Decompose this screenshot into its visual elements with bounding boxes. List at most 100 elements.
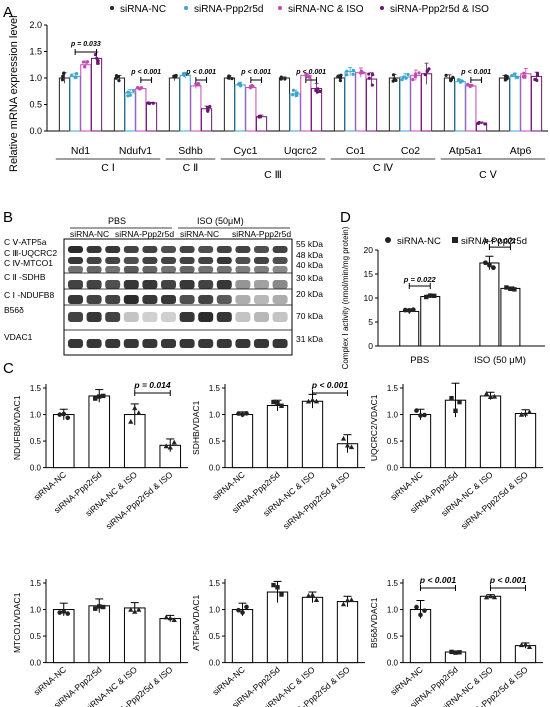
panel-c-point [57, 610, 63, 615]
blot-band [68, 280, 83, 289]
blot-band [254, 246, 269, 253]
blot-band [179, 266, 195, 273]
panel-c-xlabel: siRNA-Ppp2r5d & ISO [104, 469, 175, 531]
panel-a-point [351, 72, 355, 76]
panel-c-point [313, 597, 320, 602]
blot-band [272, 295, 288, 304]
panel-d-point [512, 287, 517, 292]
panel-a-point [351, 68, 355, 72]
panel-a-point [456, 78, 461, 82]
panel-a-complex-label: C Ⅰ [101, 162, 115, 174]
panel-c-ylabel: MTCO1/VDAC1 [12, 592, 22, 653]
panel-a-point [402, 75, 406, 79]
panel-c-point [93, 396, 98, 401]
panel-c-point [418, 413, 423, 418]
blot-band [254, 280, 269, 289]
panel-a-ytick-label: 0.0 [29, 126, 42, 136]
panel-c-point [449, 395, 454, 401]
panel-a-point [513, 72, 517, 76]
blot-band [198, 339, 214, 348]
panel-d-chart: siRNA-NC siRNA-Ppp2r5d 0 5 10 15 20 Complex Ⅰ… [341, 226, 545, 369]
panel-a-point [208, 104, 212, 109]
blot-band [272, 312, 288, 322]
blot-band [216, 312, 232, 322]
panel-c-point [275, 400, 280, 406]
panel-a-point [172, 74, 176, 78]
panel-a-point [460, 79, 464, 83]
panel-c-point [240, 412, 245, 417]
blot-band [123, 280, 139, 289]
legend-label-nciso: siRNA-NC & ISO [288, 4, 364, 15]
panel-label-a: A [3, 4, 13, 21]
panel-c-bar [159, 618, 182, 664]
panel-c-point [65, 415, 71, 421]
panel-a-point [174, 74, 178, 78]
panel-a-point [74, 75, 78, 79]
blot-row-label: C Ⅰ -NDUFB8 [4, 290, 54, 300]
panel-c-point [457, 650, 462, 655]
panel-c-ylabel: NDUFB8/VDAC1 [12, 395, 22, 460]
panel-c-ytick-label: 0.0 [30, 464, 42, 473]
panel-d-ytick-label: 5 [368, 317, 373, 327]
panel-a-point [147, 101, 152, 105]
panel-c-point [491, 393, 498, 399]
panel-a-point [295, 93, 299, 98]
panel-c-point [97, 394, 102, 399]
panel-c-ytick-label: 1.0 [387, 411, 399, 420]
panel-a-point [206, 108, 210, 112]
panel-d-point [432, 293, 437, 299]
panel-d-ytick-label: 20 [364, 245, 374, 255]
blot-band [272, 246, 288, 253]
panel-c-point [305, 398, 312, 404]
panel-c-point [305, 592, 312, 598]
panel-a-bar [498, 77, 511, 132]
panel-c-point [309, 592, 316, 597]
legend-label-ppp: siRNA-Ppp2r5d [194, 4, 263, 15]
panel-c-ytick-label: 1.0 [30, 411, 42, 420]
blot-band [142, 312, 158, 322]
panel-d-sig-label: p < 0.001 [483, 236, 516, 245]
panel-a-point [126, 94, 130, 98]
blot-band [198, 257, 214, 264]
panel-c-point [128, 606, 134, 612]
panel-a-point [504, 74, 508, 78]
panel-c-point [414, 604, 419, 610]
panel-a-category-label: Sdhb [178, 145, 203, 157]
panel-a-point [427, 67, 431, 71]
panel-c-ytick-label: 0.0 [209, 464, 221, 473]
blot-kda-label: 48 kDa [296, 250, 323, 260]
blot-band [179, 280, 195, 289]
panel-a-category-label: Nd1 [71, 145, 90, 157]
panel-a-chart: Relative mRNA expression level siRNA-NC … [8, 4, 548, 181]
blot-row-label: C Ⅴ-ATP5a [4, 237, 47, 247]
panel-a-bar [245, 87, 257, 132]
panel-a-sig-label: p < 0.001 [240, 69, 271, 76]
panel-c-point [344, 597, 351, 603]
panel-c-bar [88, 605, 111, 664]
panel-a-point [70, 73, 74, 77]
blot-band [161, 312, 176, 322]
panel-c-point [344, 442, 351, 448]
panel-c-point [93, 606, 98, 611]
panel-c-ytick-label: 0.0 [209, 659, 221, 668]
panel-a-bar [443, 77, 456, 132]
panel-c-ytick-label: 1.5 [30, 579, 42, 588]
panel-a-point [197, 82, 201, 87]
panel-c-point [236, 411, 241, 416]
panel-d-point [406, 307, 412, 313]
panel-c-ytick-label: 0.5 [30, 632, 42, 641]
panel-a-point [404, 76, 408, 80]
panel-c-point [132, 405, 138, 411]
panel-a-bar [344, 71, 356, 132]
panel-c-point [163, 614, 169, 620]
panel-a-category-label: Cyc1 [234, 145, 258, 157]
panel-c-point [522, 641, 529, 647]
panel-a-bar [179, 74, 191, 132]
blot-band [105, 257, 121, 264]
blot-band [216, 257, 232, 264]
panel-a-bar [135, 88, 147, 132]
blot-band [161, 257, 176, 264]
blot-band [235, 280, 251, 289]
blot-band [216, 295, 232, 304]
panel-c-ytick-label: 0.5 [30, 437, 42, 446]
